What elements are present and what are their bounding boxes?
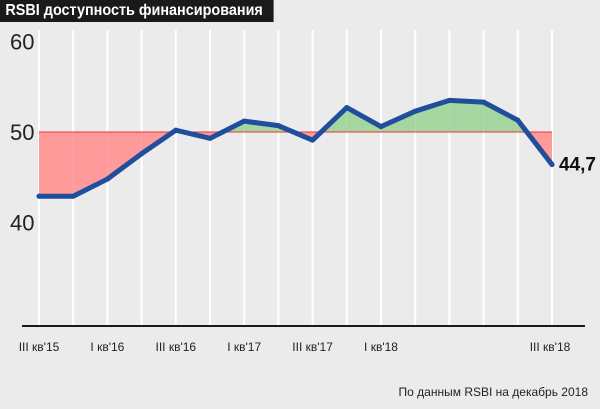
series-line [36,97,555,199]
y-tick-label: 50 [10,120,34,145]
data-point [549,162,555,168]
data-point [241,118,247,124]
data-point [446,97,452,103]
data-point [207,135,213,141]
y-tick-label: 40 [10,211,34,236]
end-value-label: 44,7 [559,155,596,176]
data-point [481,99,487,105]
data-point [275,123,281,129]
above-baseline-area [449,100,484,132]
data-point [139,151,145,157]
data-point [70,193,76,199]
y-tick-label: 60 [10,30,34,55]
x-tick-label: I кв'16 [90,340,124,354]
x-tick-label: III кв'16 [155,340,196,354]
data-point [36,193,42,199]
below-baseline-area [39,132,74,197]
data-point [412,108,418,114]
x-tick-label: III кв'18 [530,340,571,354]
x-tick-label: I кв'17 [227,340,261,354]
data-point [515,117,521,123]
x-tick-label: III кв'15 [19,340,60,354]
above-baseline-area [483,102,518,132]
source-note: По данным RSBI на декабрь 2018 [398,385,588,399]
data-point [310,137,316,143]
above-baseline-area [415,100,450,132]
data-point [104,176,110,182]
data-point [344,105,350,111]
below-baseline-area [107,132,142,180]
data-point [378,124,384,130]
x-tick-label: I кв'18 [364,340,398,354]
x-tick-label: III кв'17 [292,340,333,354]
below-baseline-area [73,132,108,197]
data-point [173,127,179,133]
chart-title: RSBI доступность финансирования [0,0,274,22]
